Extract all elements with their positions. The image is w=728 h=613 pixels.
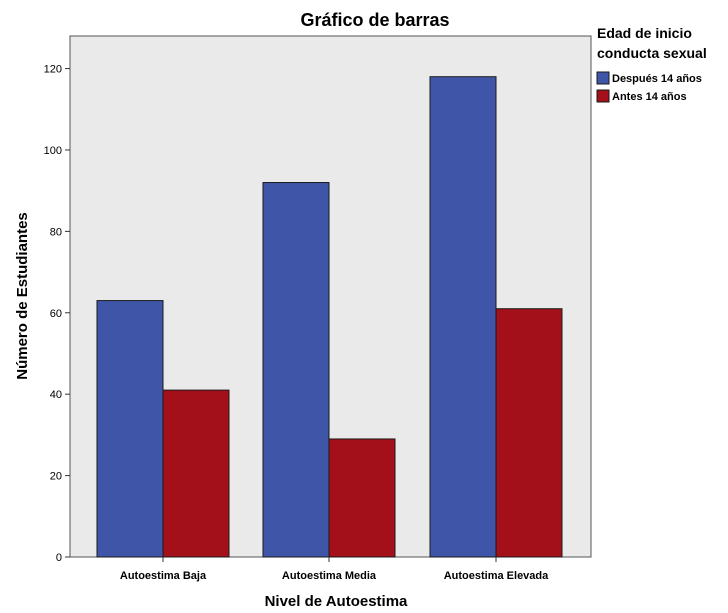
legend-items: Después 14 años Antes 14 años: [596, 71, 702, 103]
x-axis: Autoestima Baja Autoestima Media Autoestim…: [120, 557, 549, 582]
legend: Edad de inicio conducta sexual Después 1…: [596, 25, 707, 103]
legend-title-line-2: conducta sexual: [597, 45, 707, 61]
y-tick-label: 100: [44, 145, 62, 157]
bar-despues-0: [96, 300, 164, 558]
bar-antes-1: [328, 438, 396, 558]
legend-item-label: Antes 14 años: [612, 91, 687, 103]
x-axis-label: Nivel de Autoestima: [265, 593, 408, 610]
legend-swatch: [596, 71, 610, 85]
x-category-label: Autoestima Baja: [120, 570, 207, 582]
y-tick-label: 60: [50, 308, 62, 320]
legend-swatch: [596, 89, 610, 103]
x-category-label: Autoestima Elevada: [444, 570, 549, 582]
bar-antes-2: [495, 308, 563, 558]
bars-group: [96, 76, 563, 558]
bar-despues-1: [262, 182, 330, 558]
y-tick-label: 0: [56, 552, 62, 564]
bar-antes-0: [162, 389, 230, 558]
x-category-label: Autoestima Media: [282, 570, 377, 582]
chart-title: Gráfico de barras: [300, 10, 449, 30]
legend-item-label: Después 14 años: [612, 73, 702, 85]
y-tick-label: 40: [50, 389, 62, 401]
legend-title-line-1: Edad de inicio: [597, 25, 692, 41]
y-tick-label: 80: [50, 226, 62, 238]
bar-despues-2: [429, 76, 497, 558]
y-tick-label: 20: [50, 471, 62, 483]
y-axis-label: Número de Estudiantes: [14, 212, 31, 380]
y-tick-label: 120: [44, 64, 62, 76]
y-axis: 0 20 40 60 80 100 120: [44, 64, 70, 564]
